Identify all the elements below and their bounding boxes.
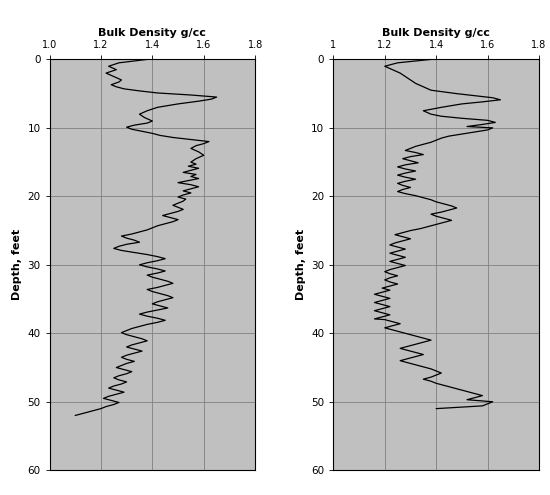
Y-axis label: Depth, feet: Depth, feet [12, 229, 22, 300]
Y-axis label: Depth, feet: Depth, feet [295, 229, 306, 300]
X-axis label: Bulk Density g/cc: Bulk Density g/cc [382, 28, 490, 38]
X-axis label: Bulk Density g/cc: Bulk Density g/cc [98, 28, 206, 38]
